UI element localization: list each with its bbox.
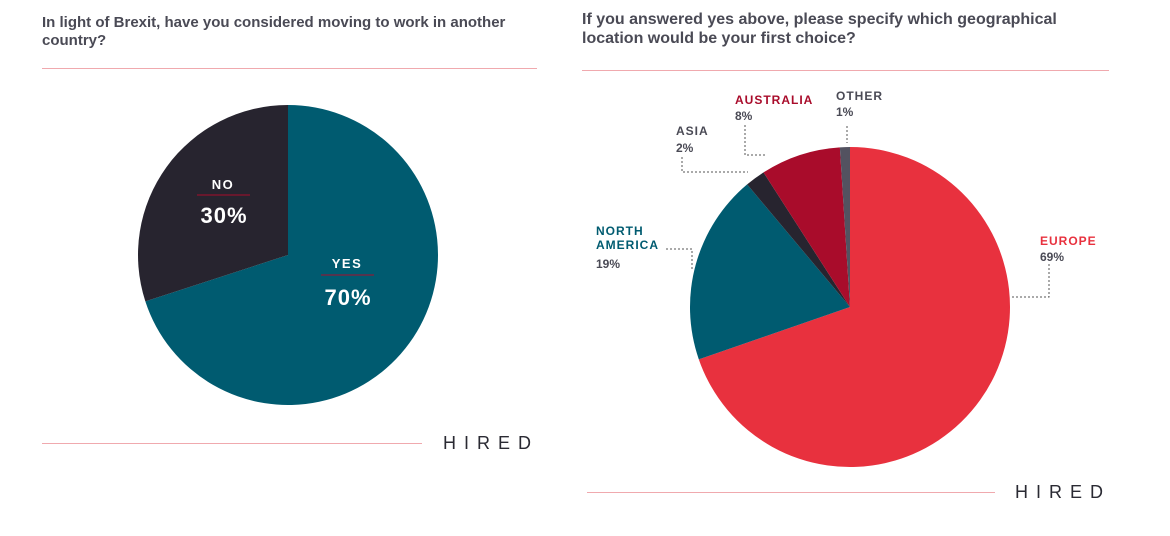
pie2-slice-europe: [698, 147, 1010, 468]
right-bottom-divider: [587, 492, 995, 493]
pie2-value-australia: 8%: [735, 109, 753, 123]
left-question-title: In light of Brexit, have you considered …: [42, 14, 506, 49]
first-choice-location-pie: [690, 147, 1010, 468]
pie1-label-no: NO: [212, 177, 235, 192]
pie1-slice-yes: [145, 105, 438, 406]
pie1-value-yes: 70%: [324, 285, 371, 310]
leader-north-america: [666, 248, 693, 270]
left-hired-logo: HIRED: [443, 433, 540, 453]
pie2-slice-australia: [763, 147, 850, 307]
leader-asia: [681, 157, 748, 173]
right-top-divider: [582, 70, 1109, 71]
left-bottom-divider: [42, 443, 422, 444]
leader-australia: [744, 125, 765, 156]
leader-europe: [1010, 264, 1050, 298]
pie2-label-europe: EUROPE: [1040, 234, 1097, 248]
pie1-slice-no: [138, 105, 288, 302]
pie2-label-australia: AUSTRALIA: [735, 93, 813, 107]
pie2-slice-asia: [747, 172, 850, 307]
pie2-slice-north-america: [690, 184, 850, 360]
left-top-divider: [42, 68, 537, 69]
pie2-slice-other: [839, 147, 850, 307]
pie2-value-europe: 69%: [1040, 250, 1064, 264]
pie2-label-other: OTHER: [836, 89, 883, 103]
pie1-value-no: 30%: [200, 203, 247, 228]
pie2-leader-lines: [666, 125, 1050, 298]
pie2-label-north-america-line2: AMERICA: [596, 238, 659, 252]
pie2-value-other: 1%: [836, 105, 854, 119]
pie2-value-north-america: 19%: [596, 257, 620, 271]
pie2-label-north-america: NORTH AMERICA: [596, 224, 659, 252]
pie2-value-asia: 2%: [676, 141, 694, 155]
right-hired-logo: HIRED: [1015, 482, 1112, 502]
brexit-consider-pie: [138, 105, 438, 406]
right-question-title: If you answered yes above, please specif…: [582, 11, 1057, 48]
pie2-label-asia: ASIA: [676, 124, 709, 138]
pie2-label-north-america-line1: NORTH: [596, 224, 644, 238]
pie1-label-yes: YES: [332, 256, 363, 271]
